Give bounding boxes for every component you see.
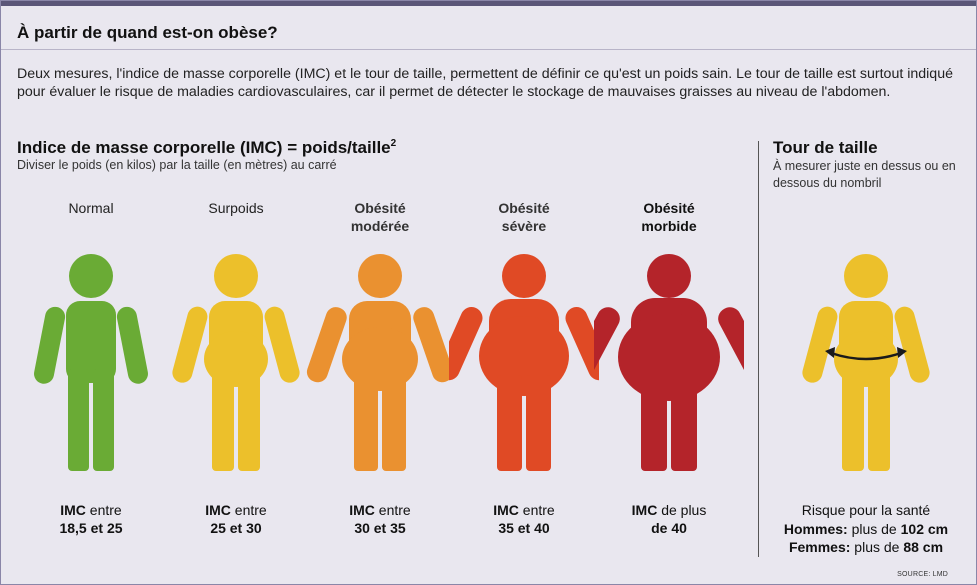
category-label-line2: morbide — [641, 218, 697, 234]
imc-range-line2: 25 et 30 — [210, 520, 262, 536]
body-silhouette-normal — [34, 254, 148, 471]
body-silhouette-obesite-morbide — [594, 254, 744, 471]
category-label-line1: Surpoids — [208, 200, 264, 216]
imc-heading-text: Indice de masse corporelle (IMC) = poids… — [17, 138, 391, 157]
imc-subtitle: Diviser le poids (en kilos) par la taill… — [17, 158, 337, 172]
category-label-surpoids: Surpoids — [166, 199, 306, 217]
category-label-line2: sévère — [501, 218, 547, 234]
body-silhouette-surpoids — [172, 254, 300, 471]
imc-range-surpoids: IMC entre 25 et 30 — [161, 501, 311, 537]
section-divider — [758, 141, 759, 557]
figure-normal — [34, 254, 148, 471]
page-title: À partir de quand est-on obèse? — [17, 23, 278, 42]
figure-tour-de-taille — [802, 254, 930, 471]
imc-range-line2: 35 et 40 — [498, 520, 550, 536]
imc-range-line1: IMC entre — [349, 502, 411, 518]
imc-heading: Indice de masse corporelle (IMC) = poids… — [17, 138, 396, 158]
figure-obesite-severe — [449, 254, 599, 471]
risk-men: Hommes: plus de 102 cm — [783, 520, 949, 537]
category-label-line2: modérée — [350, 218, 410, 234]
category-label-line1: Obésité — [643, 200, 695, 216]
imc-range-line1: IMC entre — [205, 502, 267, 518]
body-silhouette-obesite-severe — [449, 254, 599, 471]
title-bar: À partir de quand est-on obèse? — [1, 6, 976, 50]
imc-range-line1: IMC de plus — [631, 502, 707, 518]
waist-heading: Tour de taille — [773, 138, 878, 157]
waist-measure-arrow-icon — [825, 347, 907, 361]
source-credit: SOURCE: LMD — [897, 571, 948, 578]
imc-heading-exponent: 2 — [390, 138, 397, 149]
imc-range-obesite-severe: IMC entre 35 et 40 — [449, 501, 599, 537]
category-label-obesite-morbide: Obésité morbide — [599, 199, 739, 235]
imc-range-obesite-moderee: IMC entre 30 et 35 — [305, 501, 455, 537]
category-label-obesite-moderee: Obésité modérée — [310, 199, 450, 235]
risk-women: Femmes: plus de 88 cm — [788, 539, 944, 555]
imc-range-line2: 30 et 35 — [354, 520, 406, 536]
imc-range-line1: IMC entre — [60, 502, 122, 518]
figure-obesite-morbide — [594, 254, 744, 471]
intro-text: Deux mesures, l'indice de masse corporel… — [17, 66, 953, 100]
waist-subtitle: À mesurer juste en dessus ou en dessous … — [773, 159, 956, 190]
figure-surpoids — [172, 254, 300, 471]
body-silhouette-obesite-moderee — [306, 254, 454, 471]
waist-risk-text: Risque pour la santé Hommes: plus de 102… — [771, 501, 961, 557]
imc-range-normal: IMC entre 18,5 et 25 — [16, 501, 166, 537]
imc-range-obesite-morbide: IMC de plus de 40 — [594, 501, 744, 537]
top-accent-bar — [1, 1, 976, 6]
figure-obesite-moderee — [306, 254, 454, 471]
imc-range-line2: 18,5 et 25 — [59, 520, 123, 536]
risk-label: Risque pour la santé — [801, 502, 931, 518]
imc-range-line1: IMC entre — [493, 502, 555, 518]
category-label-obesite-severe: Obésité sévère — [454, 199, 594, 235]
imc-range-line2: de 40 — [651, 520, 687, 536]
category-label-line1: Normal — [68, 200, 114, 216]
category-label-normal: Normal — [21, 199, 161, 217]
body-silhouette-waist — [802, 254, 930, 471]
category-label-line1: Obésité — [498, 200, 550, 216]
category-label-line1: Obésité — [354, 200, 406, 216]
